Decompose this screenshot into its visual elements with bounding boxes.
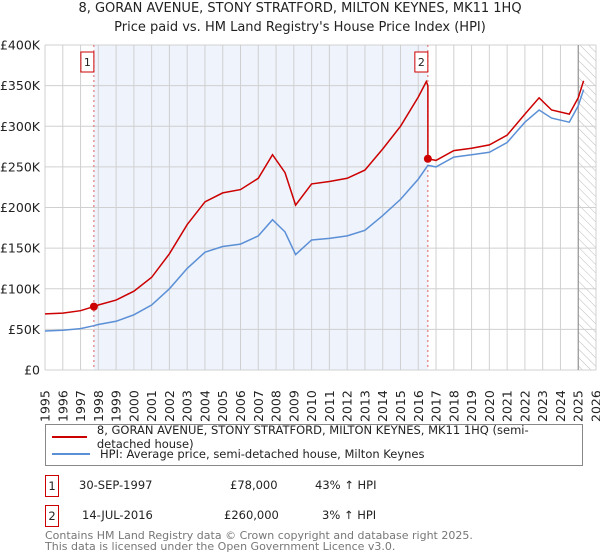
x-tick-label: 2019	[464, 390, 479, 422]
chart-title: 8, GORAN AVENUE, STONY STRATFORD, MILTON…	[78, 1, 522, 16]
y-tick-label: £150K	[0, 241, 41, 256]
legend-label: 8, GORAN AVENUE, STONY STRATFORD, MILTON…	[96, 423, 529, 451]
marker-badge: 2	[45, 505, 59, 527]
marker-badge: 1	[45, 475, 59, 497]
footer-line: Contains HM Land Registry data © Crown c…	[45, 529, 473, 542]
x-tick-label: 2025	[571, 390, 586, 422]
y-tick-label: £100K	[0, 281, 41, 296]
legend-item-hpi: HPI: Average price, semi-detached house,…	[52, 445, 425, 463]
x-tick-label: 2024	[553, 390, 568, 422]
x-tick-label: 2002	[162, 390, 177, 422]
x-tick-label: 2023	[535, 390, 550, 422]
transaction-hpi: 43% ↑ HPI	[315, 478, 377, 492]
x-tick-label: 2011	[322, 390, 337, 422]
x-tick-label: 2003	[180, 390, 195, 422]
x-tick-label: 2015	[393, 390, 408, 422]
y-tick-label: £300K	[0, 119, 41, 134]
sale-label-box	[414, 51, 429, 73]
x-tick-label: 2022	[517, 390, 532, 422]
sale-label: 2	[418, 56, 425, 69]
price-paid-line	[44, 79, 585, 315]
x-tick-label: 2020	[482, 390, 497, 422]
x-tick-label: 2012	[340, 390, 355, 422]
x-tick-label: 2010	[304, 390, 319, 422]
x-tick-label: 2014	[375, 390, 390, 422]
blue-line-swatch	[52, 453, 90, 455]
x-tick-label: 1995	[38, 390, 53, 422]
y-tick-label: £400K	[0, 38, 41, 53]
footer: Contains HM Land Registry data © Crown c…	[45, 530, 473, 552]
chart-subtitle: Price paid vs. HM Land Registry's House …	[114, 20, 486, 35]
y-tick-label: £350K	[0, 78, 41, 93]
y-tick-label: £250K	[0, 159, 41, 174]
sale-point	[89, 302, 98, 311]
transaction-price: £260,000	[224, 508, 279, 522]
x-tick-label: 2001	[144, 390, 159, 422]
x-tick-label: 1996	[55, 390, 70, 422]
x-tick-label: 2016	[411, 390, 426, 422]
x-tick-label: 1999	[109, 390, 124, 422]
x-tick-label: 2026	[589, 390, 600, 422]
y-tick-label: £0	[24, 363, 40, 378]
hpi-line	[44, 89, 585, 332]
y-tick-label: £50K	[8, 322, 41, 337]
x-tick-label: 2013	[357, 390, 372, 422]
red-line-swatch	[52, 436, 87, 438]
legend-item-property: 8, GORAN AVENUE, STONY STRATFORD, MILTON…	[52, 423, 582, 451]
x-tick-label: 1998	[91, 390, 106, 422]
x-tick-label: 2007	[251, 390, 266, 422]
sale-label: 1	[84, 56, 91, 69]
sale-point	[423, 154, 432, 163]
sale-label-box	[80, 51, 95, 73]
x-tick-label: 1997	[73, 390, 88, 422]
x-tick-label: 2005	[215, 390, 230, 422]
x-tick-label: 2004	[197, 390, 212, 422]
y-tick-label: £200K	[0, 200, 41, 215]
x-tick-label: 2000	[126, 390, 141, 422]
x-tick-label: 2006	[233, 390, 248, 422]
x-tick-label: 2017	[429, 390, 444, 422]
transaction-date: 30-SEP-1997	[79, 478, 153, 492]
legend-label: HPI: Average price, semi-detached house,…	[100, 447, 425, 461]
transaction-hpi: 3% ↑ HPI	[322, 508, 377, 522]
x-tick-label: 2008	[269, 390, 284, 422]
x-tick-label: 2009	[286, 390, 301, 422]
x-tick-label: 2021	[500, 390, 515, 422]
legend: 8, GORAN AVENUE, STONY STRATFORD, MILTON…	[45, 423, 583, 466]
transaction-date: 14-JUL-2016	[82, 508, 153, 522]
x-tick-label: 2018	[446, 390, 461, 422]
transaction-price: £78,000	[230, 478, 278, 492]
footer-line: This data is licensed under the Open Gov…	[45, 540, 396, 553]
